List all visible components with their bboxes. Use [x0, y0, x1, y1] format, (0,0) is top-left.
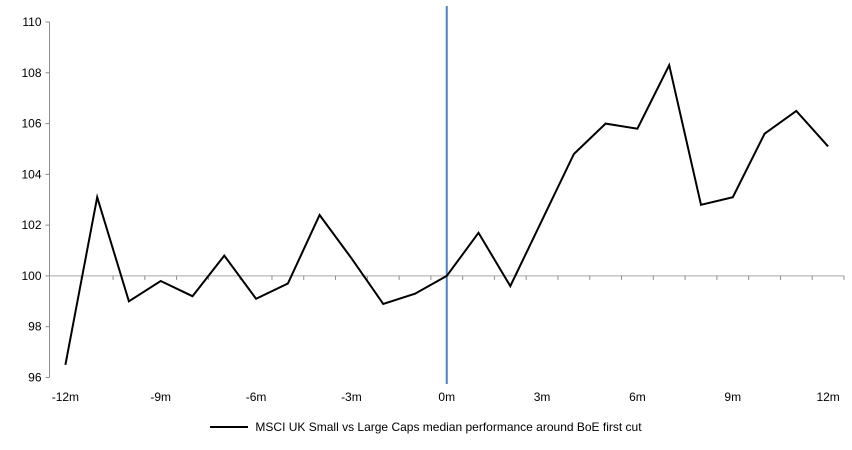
y-axis-tick-label: 96	[28, 371, 42, 385]
x-axis-tick-label: 3m	[534, 390, 551, 404]
y-axis-tick-label: 108	[21, 66, 41, 80]
y-axis-tick-label: 106	[21, 117, 41, 131]
x-axis-tick-label: -3m	[341, 390, 362, 404]
y-axis-tick-label: 102	[21, 218, 41, 232]
x-axis-tick-label: 6m	[629, 390, 646, 404]
legend-line-sample	[210, 426, 249, 428]
x-axis-tick-label: 0m	[438, 390, 455, 404]
legend-label: MSCI UK Small vs Large Caps median perfo…	[255, 420, 642, 434]
x-axis-tick-label: 9m	[724, 390, 741, 404]
y-axis-tick-label: 98	[28, 320, 42, 334]
y-axis-tick-label: 104	[21, 167, 41, 181]
x-axis-tick-label: 12m	[816, 390, 839, 404]
x-axis-tick-label: -9m	[150, 390, 171, 404]
x-axis-tick-label: -6m	[246, 390, 267, 404]
series-line	[64, 62, 829, 365]
chart-legend: MSCI UK Small vs Large Caps median perfo…	[0, 417, 852, 437]
y-axis-tick-label: 100	[21, 269, 41, 283]
x-axis-tick-label: -12m	[52, 390, 79, 404]
y-axis-tick-label: 110	[22, 15, 41, 29]
line-chart-plot: 96 98 100 102 104 106 108 110 -12m -9m -6m -3m 0m 3m 6…	[21, 6, 845, 404]
